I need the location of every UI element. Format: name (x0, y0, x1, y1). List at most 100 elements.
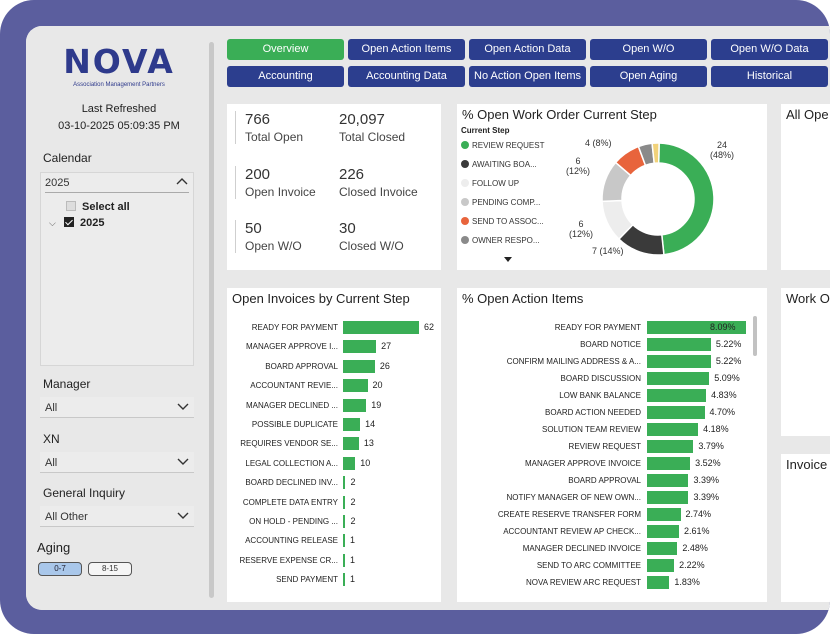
donut-slice[interactable] (651, 142, 660, 165)
bar-category-label: BOARD APPROVAL (568, 476, 641, 485)
bar[interactable] (343, 495, 346, 509)
legend-scroll-down-icon[interactable] (504, 257, 512, 263)
bar[interactable] (647, 440, 694, 453)
nav-open-action-items[interactable]: Open Action Items (348, 39, 465, 60)
bar[interactable] (647, 423, 699, 436)
pane-scrollbar[interactable] (209, 42, 214, 598)
bar-category-label: READY FOR PAYMENT (554, 323, 641, 332)
bar-value-label: 14 (365, 419, 376, 429)
general-inquiry-value: All Other (45, 511, 88, 523)
legend-label: PENDING COMP... (472, 198, 541, 207)
manager-dropdown[interactable]: All (40, 397, 194, 418)
bar[interactable] (343, 476, 346, 490)
legend-item[interactable]: SEND TO ASSOC... (461, 217, 544, 226)
bar-category-label: COMPLETE DATA ENTRY (242, 497, 338, 507)
bar-category-label: NOVA REVIEW ARC REQUEST (526, 578, 641, 587)
bar-category-label: SEND PAYMENT (276, 575, 338, 585)
bar[interactable] (343, 437, 359, 451)
calendar-header[interactable]: 2025 (45, 177, 70, 189)
bar[interactable] (343, 418, 361, 431)
bar[interactable] (647, 372, 710, 385)
bar[interactable] (647, 457, 691, 470)
nav-no-action-open-items[interactable]: No Action Open Items (469, 66, 586, 87)
bar[interactable] (343, 340, 377, 354)
checked-checkbox-icon[interactable] (64, 217, 74, 227)
bar[interactable] (647, 542, 678, 555)
bar-value-label: 5.22% (715, 356, 742, 366)
donut-label-count: 24 (717, 140, 728, 150)
kpi-label: Total Open (245, 130, 304, 144)
nova-logo: NOVA Association Management Partners (59, 42, 179, 92)
bar[interactable] (343, 379, 368, 393)
nav-open-wo-data[interactable]: Open W/O Data (711, 39, 828, 60)
calendar-slicer[interactable]: 2025 Select all ⌵ 2025 (40, 172, 194, 366)
bar-category-label: ON HOLD - PENDING ... (249, 517, 338, 526)
aging-option-8-15[interactable]: 8-15 (88, 562, 132, 576)
legend-item[interactable]: REVIEW REQUEST (461, 141, 544, 150)
year-option[interactable]: ⌵ 2025 (49, 217, 104, 229)
bar[interactable] (647, 525, 679, 538)
nav-open-action-data[interactable]: Open Action Data (469, 39, 586, 60)
nav-historical[interactable]: Historical (711, 66, 828, 87)
bar-category-label: ACCOUNTING RELEASE (245, 536, 338, 546)
bar[interactable] (647, 355, 711, 368)
bar-category-label: POSSIBLE DUPLICATE (251, 420, 338, 429)
bar[interactable] (343, 573, 345, 587)
aging-option-0-7[interactable]: 0-7 (38, 562, 82, 576)
checkbox-icon[interactable] (66, 201, 76, 211)
general-inquiry-dropdown[interactable]: All Other (40, 506, 194, 527)
donut-slice[interactable] (657, 142, 715, 256)
work-order-donut-chart[interactable] (599, 140, 717, 258)
xn-dropdown[interactable]: All (40, 452, 194, 473)
legend-item[interactable]: PENDING COMP... (461, 198, 540, 207)
work-order-card: Work O (781, 288, 830, 436)
bar[interactable] (647, 338, 711, 351)
select-all-label: Select all (82, 201, 130, 213)
select-all-option[interactable]: Select all (66, 201, 130, 213)
kpi-card: 766 Total Open 20,097 Total Closed 200 Open… (227, 104, 441, 270)
manager-label: Manager (43, 377, 91, 391)
bar[interactable] (647, 576, 670, 589)
bar[interactable] (343, 359, 375, 373)
kpi-closed-invoice: 226 Closed Invoice (330, 166, 418, 199)
bar-category-label: ACCOUNTANT REVIEW AP CHECK... (503, 527, 641, 536)
chart-scrollbar[interactable] (753, 316, 757, 356)
legend-item[interactable]: OWNER RESPO... (461, 236, 540, 245)
legend-label: SEND TO ASSOC... (472, 217, 544, 226)
bar-value-label: 19 (371, 399, 382, 410)
bar-value-label: 1.83% (674, 577, 700, 587)
chevron-down-icon[interactable]: ⌵ (49, 218, 56, 228)
last-refreshed-label: Last Refreshed (81, 103, 157, 115)
nav-accounting[interactable]: Accounting (227, 66, 344, 87)
bar[interactable] (647, 406, 705, 419)
nav-overview[interactable]: Overview (227, 39, 344, 60)
bar[interactable] (343, 398, 367, 412)
bar[interactable] (343, 553, 345, 567)
legend-label: OWNER RESPO... (472, 236, 540, 245)
nav-accounting-data[interactable]: Accounting Data (348, 66, 465, 87)
bar[interactable] (647, 474, 689, 487)
bar[interactable] (343, 321, 419, 334)
kpi-label: Closed Invoice (339, 185, 418, 199)
chevron-up-icon[interactable] (175, 176, 189, 186)
bar-value-label: 27 (381, 341, 392, 352)
bar[interactable] (647, 321, 746, 334)
bar[interactable] (343, 515, 346, 528)
bar[interactable] (647, 559, 675, 572)
invoice-card: Invoice (781, 454, 830, 602)
legend-item[interactable]: AWAITING BOA... (461, 160, 537, 169)
legend-label: REVIEW REQUEST (472, 141, 545, 150)
nav-open-wo[interactable]: Open W/O (590, 39, 707, 60)
bar-category-label: RESERVE EXPENSE CR... (239, 555, 338, 565)
legend-item[interactable]: FOLLOW UP (461, 179, 519, 188)
bar[interactable] (343, 534, 345, 548)
bar[interactable] (647, 389, 707, 402)
bar-value-label: 1 (350, 554, 356, 565)
bar[interactable] (343, 456, 356, 470)
open-invoices-title: Open Invoices by Current Step (232, 291, 410, 306)
bar[interactable] (647, 491, 689, 504)
nav-open-aging[interactable]: Open Aging (590, 66, 707, 87)
bar-value-label: 20 (372, 380, 383, 391)
filter-pane: NOVA Association Management Partners Las… (26, 26, 212, 610)
bar[interactable] (647, 508, 681, 521)
